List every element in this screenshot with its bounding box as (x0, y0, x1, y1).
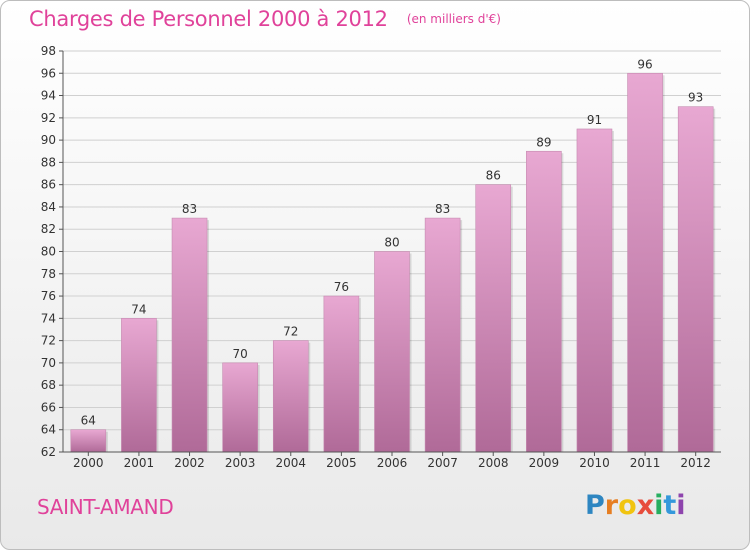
chart-subtitle: (en milliers d'€) (406, 12, 501, 26)
y-tick-label: 92 (41, 111, 56, 125)
y-tick-label: 82 (41, 222, 56, 236)
y-tick-label: 86 (41, 178, 56, 192)
bar-2000 (70, 429, 107, 453)
logo-letter: t (663, 490, 677, 521)
bar-2010 (576, 128, 613, 453)
value-label: 83 (182, 202, 197, 216)
logo-letter: i (654, 490, 664, 521)
y-tick-label: 68 (41, 378, 56, 392)
logo-letter: x (636, 490, 655, 521)
y-tick-label: 78 (41, 267, 56, 281)
x-tick-label: 2001 (124, 456, 155, 470)
bar-2012 (677, 106, 714, 453)
y-tick-label: 72 (41, 334, 56, 348)
bar-2007 (424, 217, 461, 453)
y-tick-label: 88 (41, 155, 56, 169)
logo-letter: r (604, 490, 619, 521)
x-tick-label: 2009 (529, 456, 560, 470)
y-tick-label: 70 (41, 356, 56, 370)
value-label: 70 (233, 347, 248, 361)
location-name: SAINT-AMAND (37, 495, 174, 519)
logo-letter: P (585, 490, 605, 521)
x-tick-label: 2003 (225, 456, 256, 470)
y-tick-label: 66 (41, 400, 56, 414)
proxiti-logo: Proxiti (585, 490, 686, 521)
x-tick-label: 2004 (275, 456, 306, 470)
bar-2003 (222, 362, 258, 453)
x-tick-label: 2008 (478, 456, 509, 470)
x-tick-label: 2012 (680, 456, 711, 470)
x-tick-label: 2010 (579, 456, 610, 470)
y-tick-label: 62 (41, 445, 56, 459)
axes (59, 50, 721, 456)
value-label: 74 (131, 302, 146, 316)
x-tick-label: 2007 (427, 456, 458, 470)
bar-2006 (374, 251, 410, 453)
x-tick-label: 2005 (326, 456, 357, 470)
y-tick-label: 98 (41, 44, 56, 58)
value-label: 96 (637, 57, 652, 71)
bar-2004 (272, 340, 309, 453)
y-tick-label: 76 (41, 289, 56, 303)
y-tick-label: 94 (41, 89, 56, 103)
value-label: 83 (435, 202, 450, 216)
logo-letter: o (618, 490, 637, 521)
title-row: Charges de Personnel 2000 à 2012 (en mil… (29, 7, 501, 31)
value-label: 91 (587, 113, 602, 127)
value-label: 64 (81, 414, 96, 428)
labels: 62 64 66 68 70 72 74 76 78 80 82 84 86 88 90 92 94 96 98 64… (41, 44, 711, 470)
bar-2005 (323, 295, 360, 453)
x-tick-label: 2011 (630, 456, 661, 470)
y-tick-label: 90 (41, 133, 56, 147)
bars (70, 72, 716, 453)
value-label: 93 (688, 91, 703, 105)
bar-2001 (121, 318, 157, 453)
value-label: 80 (384, 236, 399, 250)
value-label: 76 (334, 280, 349, 294)
value-label: 89 (536, 135, 551, 149)
y-tick-label: 84 (41, 200, 56, 214)
bar-2008 (475, 184, 512, 453)
x-tick-label: 2002 (174, 456, 205, 470)
y-tick-label: 64 (41, 423, 56, 437)
bar-2011 (627, 72, 663, 453)
value-label: 86 (486, 169, 501, 183)
value-label: 72 (283, 325, 298, 339)
bar-2009 (526, 150, 562, 453)
chart-title: Charges de Personnel 2000 à 2012 (29, 7, 388, 31)
x-tick-label: 2006 (377, 456, 408, 470)
x-tick-label: 2000 (73, 456, 104, 470)
logo-letter: i (676, 490, 686, 521)
y-tick-label: 96 (41, 66, 56, 80)
y-tick-label: 74 (41, 311, 56, 325)
bar-2002 (171, 217, 208, 453)
y-tick-label: 80 (41, 245, 56, 259)
